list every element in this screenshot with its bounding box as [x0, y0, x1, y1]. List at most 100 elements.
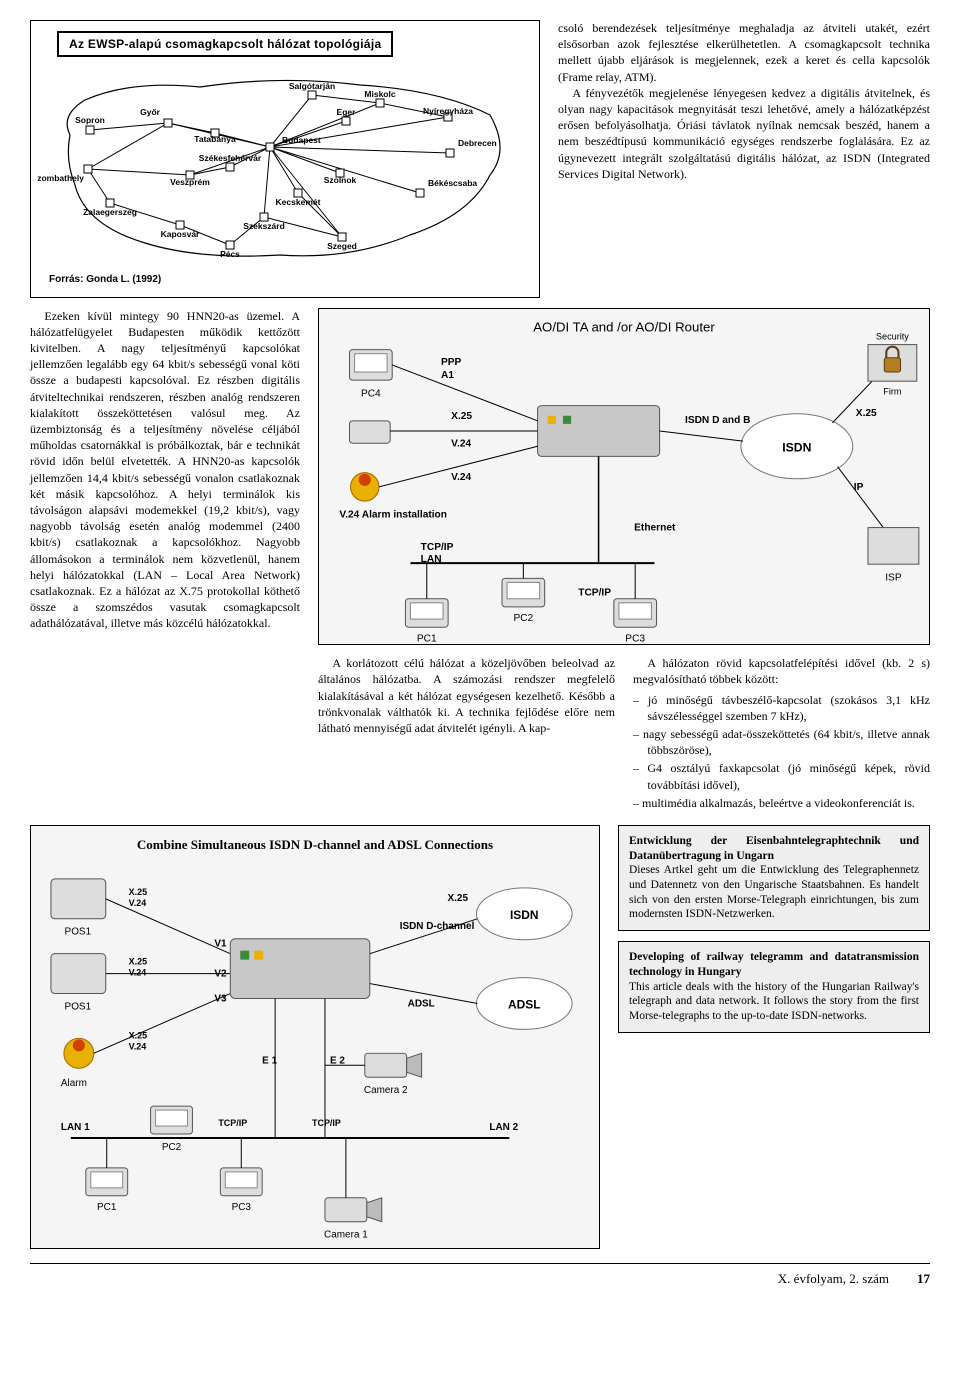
svg-text:Salgótarján: Salgótarján: [289, 81, 335, 91]
svg-text:TCP/IP: TCP/IP: [421, 542, 454, 553]
svg-text:Debrecen: Debrecen: [458, 138, 497, 148]
svg-text:E 1: E 1: [262, 1056, 277, 1067]
map-figure: Az EWSP-alapú csomagkapcsolt hálózat top…: [30, 20, 540, 298]
right-top-text: csoló berendezések teljesítménye meghala…: [558, 20, 930, 298]
svg-text:POS1: POS1: [65, 927, 92, 938]
mid-row: Ezeken kívül mintegy 90 HNN20-as üzemel.…: [30, 308, 930, 646]
svg-text:LAN: LAN: [421, 554, 442, 565]
svg-text:Nyíregyháza: Nyíregyháza: [423, 106, 473, 116]
svg-text:V.24: V.24: [451, 471, 471, 482]
svg-text:Kaposvár: Kaposvár: [161, 229, 200, 239]
svg-text:Security: Security: [876, 331, 909, 341]
page-footer: X. évfolyam, 2. szám 17: [30, 1263, 930, 1288]
svg-text:Budapest: Budapest: [282, 135, 321, 145]
svg-text:X.25: X.25: [856, 407, 877, 418]
svg-text:V3: V3: [214, 994, 227, 1005]
svg-text:Camera 1: Camera 1: [324, 1230, 368, 1241]
mid-paragraph-col: A korlátozott célú hálózat a közeljövőbe…: [318, 655, 615, 813]
ao-di-diagram: AO/DI TA and /or AO/DI Router PC4 PPP A1: [318, 308, 930, 646]
svg-text:Camera 2: Camera 2: [364, 1086, 408, 1097]
paragraph: csoló berendezések teljesítménye meghala…: [558, 20, 930, 85]
svg-text:V.24: V.24: [129, 898, 147, 908]
adsl-diagram: Combine Simultaneous ISDN D-channel and …: [30, 825, 600, 1249]
svg-text:Sopron: Sopron: [75, 115, 105, 125]
svg-text:V.24: V.24: [129, 968, 147, 978]
svg-text:Győr: Győr: [140, 107, 161, 117]
svg-text:PC1: PC1: [97, 1202, 117, 1213]
abstract-en-title: Developing of railway telegramm and data…: [629, 951, 919, 978]
svg-text:Székesfehérvár: Székesfehérvár: [199, 153, 262, 163]
svg-text:X.25: X.25: [448, 893, 469, 904]
svg-text:PC2: PC2: [162, 1142, 182, 1153]
paragraph: A korlátozott célú hálózat a közeljövőbe…: [318, 655, 615, 736]
page: Az EWSP-alapú csomagkapcsolt hálózat top…: [30, 20, 930, 1288]
svg-text:IP: IP: [854, 482, 864, 493]
abstract-de: Entwicklung der Eisenbahntelegraphtechni…: [618, 825, 930, 931]
bullet-list: jó minőségű távbeszélő-kapcsolat (szokás…: [633, 692, 930, 811]
paragraph: A hálózaton rövid kapcsolatfelépítési id…: [633, 655, 930, 687]
svg-text:X.25: X.25: [129, 887, 147, 897]
abstract-stack: Entwicklung der Eisenbahntelegraphtechni…: [618, 825, 930, 1249]
svg-text:PPP: PPP: [441, 357, 462, 368]
svg-text:Békéscsaba: Békéscsaba: [428, 178, 477, 188]
abstract-de-body: Dieses Artkel geht um die Entwicklung de…: [629, 864, 919, 920]
svg-text:ADSL: ADSL: [508, 998, 541, 1012]
svg-text:Pécs: Pécs: [220, 249, 240, 259]
abstract-en: Developing of railway telegramm and data…: [618, 941, 930, 1033]
svg-text:V.24: V.24: [129, 1042, 147, 1052]
svg-text:Miskolc: Miskolc: [364, 89, 395, 99]
bottom-row: Combine Simultaneous ISDN D-channel and …: [30, 825, 930, 1249]
lower-row: A korlátozott célú hálózat a közeljövőbe…: [30, 655, 930, 813]
svg-text:V2: V2: [214, 969, 227, 980]
paragraph: Ezeken kívül mintegy 90 HNN20-as üzemel.…: [30, 308, 300, 632]
lower-left-spacer: [30, 655, 300, 813]
svg-text:A1: A1: [441, 370, 454, 381]
svg-text:PC4: PC4: [361, 388, 381, 399]
svg-text:ISDN D and B: ISDN D and B: [685, 415, 750, 426]
svg-text:E 2: E 2: [330, 1056, 345, 1067]
list-item: jó minőségű távbeszélő-kapcsolat (szokás…: [633, 692, 930, 724]
svg-text:X.25: X.25: [451, 410, 472, 421]
svg-text:X.25: X.25: [129, 1031, 147, 1041]
svg-text:ADSL: ADSL: [408, 999, 435, 1010]
svg-text:Zalaegerszeg: Zalaegerszeg: [83, 207, 137, 217]
svg-text:PC3: PC3: [232, 1202, 252, 1213]
svg-text:X.25: X.25: [129, 957, 147, 967]
map-source: Forrás: Gonda L. (1992): [37, 265, 533, 291]
top-row: Az EWSP-alapú csomagkapcsolt hálózat top…: [30, 20, 930, 298]
map-svg: Sopron Győr Tatabánya Salgótarján Miskolc Nyí…: [37, 65, 533, 265]
svg-text:ISP: ISP: [885, 572, 902, 583]
left-column: Ezeken kívül mintegy 90 HNN20-as üzemel.…: [30, 308, 300, 646]
adsl-title: Combine Simultaneous ISDN D-channel and …: [31, 826, 599, 860]
svg-text:TCP/IP: TCP/IP: [218, 1118, 247, 1128]
abstract-de-title: Entwicklung der Eisenbahntelegraphtechni…: [629, 835, 919, 862]
svg-text:PC3: PC3: [625, 633, 645, 644]
map-title: Az EWSP-alapú csomagkapcsolt hálózat top…: [57, 31, 393, 57]
svg-text:Szolnok: Szolnok: [324, 175, 357, 185]
svg-text:PC2: PC2: [513, 613, 533, 624]
svg-text:Firm: Firm: [883, 386, 901, 396]
svg-text:V1: V1: [214, 939, 227, 950]
svg-text:PC1: PC1: [417, 633, 437, 644]
svg-text:Szekszárd: Szekszárd: [243, 221, 285, 231]
svg-text:Szeged: Szeged: [327, 241, 357, 251]
svg-text:V.24 Alarm installation: V.24 Alarm installation: [339, 509, 447, 520]
issue-label: X. évfolyam, 2. szám: [778, 1270, 889, 1288]
bullets-col: A hálózaton rövid kapcsolatfelépítési id…: [633, 655, 930, 813]
list-item: multimédia alkalmazás, beleértve a video…: [633, 795, 930, 811]
page-number: 17: [917, 1270, 930, 1288]
svg-text:Alarm: Alarm: [61, 1079, 87, 1090]
svg-text:Veszprém: Veszprém: [170, 177, 210, 187]
svg-text:ISDN D-channel: ISDN D-channel: [400, 921, 475, 932]
svg-text:LAN 1: LAN 1: [61, 1122, 90, 1133]
list-item: nagy sebességű adat-összeköttetés (64 kb…: [633, 726, 930, 758]
abstract-en-body: This article deals with the history of t…: [629, 981, 919, 1022]
paragraph: A fényvezétők megjelenése lényegesen ked…: [558, 85, 930, 182]
svg-text:V.24: V.24: [451, 438, 471, 449]
svg-text:TCP/IP: TCP/IP: [578, 587, 611, 598]
ao-title: AO/DI TA and /or AO/DI Router: [533, 319, 715, 334]
svg-text:Kecskemét: Kecskemét: [276, 197, 321, 207]
svg-text:Tatabánya: Tatabánya: [194, 134, 236, 144]
svg-text:ISDN: ISDN: [782, 440, 811, 454]
svg-text:TCP/IP: TCP/IP: [312, 1118, 341, 1128]
